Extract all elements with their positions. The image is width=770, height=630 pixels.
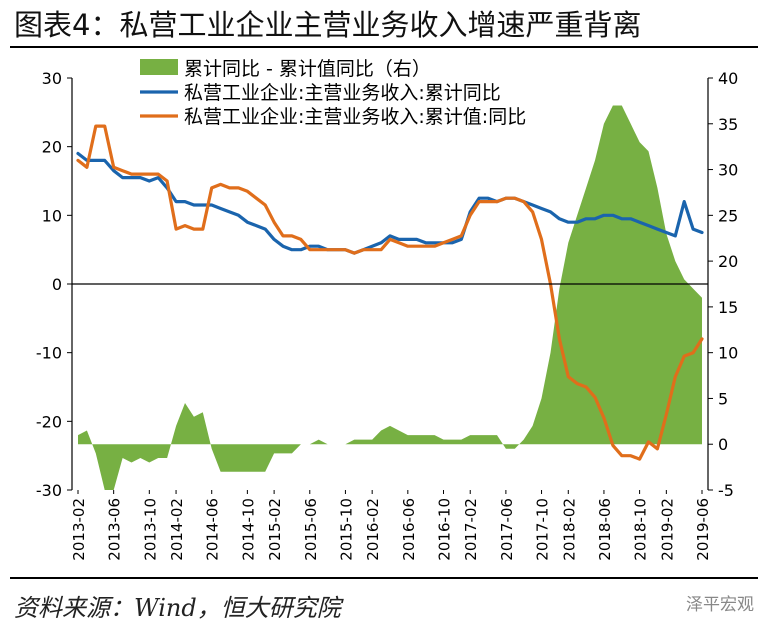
page-title: 图表4：私营工业企业主营业务收入增速严重背离 xyxy=(14,8,642,42)
x-tick-label: 2014-02 xyxy=(168,498,186,561)
line-series-2 xyxy=(76,124,704,461)
legend-label-2: 私营工业企业:主营业务收入:累计值:同比 xyxy=(184,106,526,128)
x-tick-label: 2018-02 xyxy=(560,498,578,561)
x-tick-label: 2015-10 xyxy=(337,498,355,561)
left-tick-label: 10 xyxy=(42,206,62,225)
x-tick-label: 2015-02 xyxy=(266,498,284,561)
x-tick-label: 2019-02 xyxy=(658,498,676,561)
area-series-layer xyxy=(78,105,702,490)
right-tick-label: 20 xyxy=(718,252,738,271)
right-tick-label: 5 xyxy=(718,389,728,408)
right-tick-label: 35 xyxy=(718,115,738,134)
left-tick-label: 0 xyxy=(52,275,62,294)
right-tick-label: 30 xyxy=(718,161,738,180)
legend: 累计同比 - 累计值同比（右）私营工业企业:主营业务收入:累计同比私营工业企业:… xyxy=(140,58,526,128)
line-series-1 xyxy=(76,151,704,255)
legend-label-1: 私营工业企业:主营业务收入:累计同比 xyxy=(184,82,501,104)
bottom-rule xyxy=(10,577,758,579)
left-tick-label: 20 xyxy=(42,138,62,157)
right-tick-label: -5 xyxy=(718,481,734,500)
title-rule xyxy=(10,46,758,48)
x-tick-label: 2018-06 xyxy=(596,498,614,561)
x-tick-label: 2016-02 xyxy=(364,498,382,561)
x-tick-label: 2017-06 xyxy=(498,498,516,561)
right-tick-label: 0 xyxy=(718,435,728,454)
left-tick-label: -30 xyxy=(36,481,62,500)
right-tick-label: 10 xyxy=(718,344,738,363)
x-tick-label: 2016-06 xyxy=(400,498,418,561)
area-series-0 xyxy=(78,105,702,490)
right-tick-label: 15 xyxy=(718,298,738,317)
x-tick-label: 2013-06 xyxy=(106,498,124,561)
watermark: 泽平宏观 xyxy=(686,595,754,615)
x-tick-label: 2016-10 xyxy=(435,498,453,561)
left-tick-label: -10 xyxy=(36,344,62,363)
axes-layer: -30 -20 -10 0 10 20 30 -5 0 5 10 15 20 25 30 35 40 2013-0… xyxy=(36,69,739,561)
legend-label-0: 累计同比 - 累计值同比（右） xyxy=(184,58,431,80)
x-tick-label: 2013-02 xyxy=(70,498,88,561)
x-tick-label: 2017-10 xyxy=(534,498,552,561)
legend-swatch-0 xyxy=(140,59,178,75)
left-tick-label: 30 xyxy=(42,69,62,88)
x-tick-label: 2013-10 xyxy=(141,498,159,561)
left-tick-label: -20 xyxy=(36,412,62,431)
x-tick-label: 2014-06 xyxy=(204,498,222,561)
x-tick-label: 2019-06 xyxy=(694,498,712,561)
x-tick-label: 2017-02 xyxy=(462,498,480,561)
right-tick-label: 25 xyxy=(718,206,738,225)
chart: -30 -20 -10 0 10 20 30 -5 0 5 10 15 20 25 30 35 40 2013-0… xyxy=(36,58,739,561)
x-tick-label: 2014-10 xyxy=(239,498,257,561)
x-tick-label: 2015-06 xyxy=(302,498,320,561)
line-series-layer xyxy=(76,124,704,461)
x-tick-label: 2018-10 xyxy=(632,498,650,561)
right-tick-label: 40 xyxy=(718,69,738,88)
source-note: 资料来源：Wind，恒大研究院 xyxy=(14,594,341,622)
